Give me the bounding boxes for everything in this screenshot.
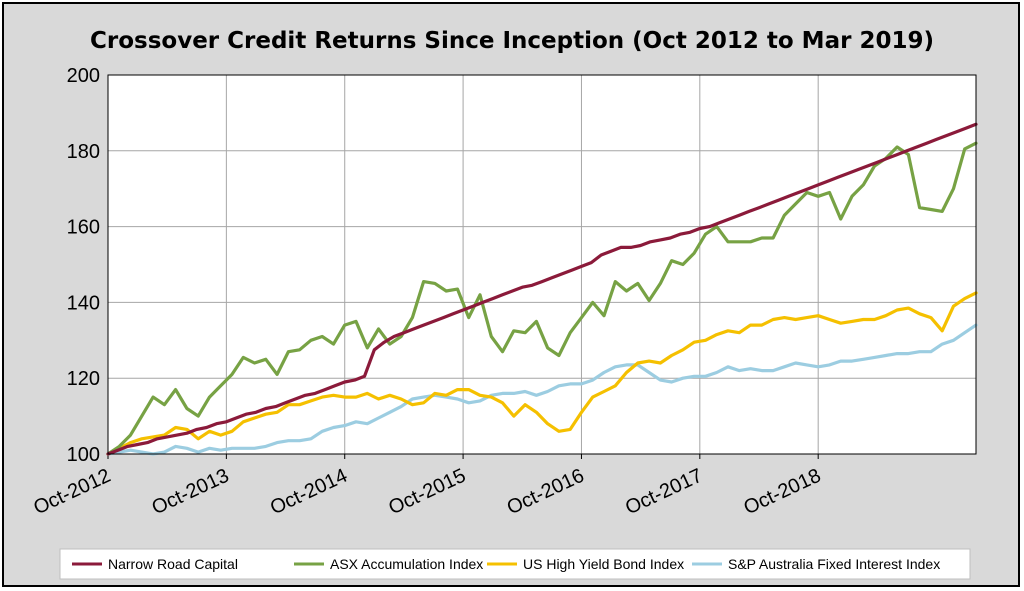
y-tick-label: 160 <box>67 217 100 239</box>
legend-label: S&P Australia Fixed Interest Index <box>728 556 940 572</box>
legend-label: ASX Accumulation Index <box>330 556 483 572</box>
chart-title: Crossover Credit Returns Since Inception… <box>90 28 934 54</box>
series-line-asx-accumulation-index <box>106 141 978 456</box>
legend-label: Narrow Road Capital <box>108 556 238 572</box>
y-tick-label: 180 <box>67 141 100 163</box>
y-tick-label: 140 <box>67 292 100 314</box>
plot-border <box>107 74 977 455</box>
x-tick-label: Oct-2015 <box>385 465 469 520</box>
legend-label: US High Yield Bond Index <box>523 556 684 572</box>
y-tick-label: 100 <box>67 444 100 466</box>
x-tick-label: Oct-2013 <box>149 465 233 520</box>
plot-area <box>108 75 976 454</box>
x-tick-label: Oct-2014 <box>267 465 351 520</box>
y-tick-label: 120 <box>67 368 100 390</box>
series-line-us-high-yield-bond-index <box>106 291 978 456</box>
series-line-narrow-road-capital <box>106 122 978 456</box>
x-tick-label: Oct-2017 <box>622 465 706 520</box>
x-tick-label: Oct-2016 <box>504 465 588 520</box>
x-tick-label: Oct-2012 <box>30 465 114 520</box>
series-line-s-p-australia-fixed-interest-index <box>106 323 978 456</box>
y-tick-label: 200 <box>67 65 100 87</box>
x-tick-label: Oct-2018 <box>740 465 824 520</box>
